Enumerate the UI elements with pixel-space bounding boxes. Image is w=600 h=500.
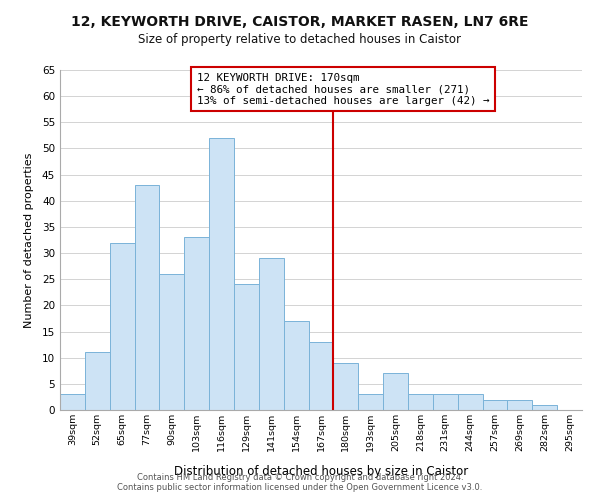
- Bar: [259, 258, 284, 410]
- Y-axis label: Number of detached properties: Number of detached properties: [23, 152, 34, 328]
- Bar: [234, 284, 259, 410]
- Bar: [482, 400, 508, 410]
- Bar: [308, 342, 334, 410]
- Bar: [284, 321, 308, 410]
- Bar: [458, 394, 482, 410]
- Bar: [508, 400, 532, 410]
- Bar: [334, 363, 358, 410]
- Bar: [134, 185, 160, 410]
- X-axis label: Distribution of detached houses by size in Caistor: Distribution of detached houses by size …: [174, 465, 468, 478]
- Bar: [184, 238, 209, 410]
- Bar: [383, 374, 408, 410]
- Text: 12, KEYWORTH DRIVE, CAISTOR, MARKET RASEN, LN7 6RE: 12, KEYWORTH DRIVE, CAISTOR, MARKET RASE…: [71, 15, 529, 29]
- Bar: [85, 352, 110, 410]
- Text: Size of property relative to detached houses in Caistor: Size of property relative to detached ho…: [139, 32, 461, 46]
- Bar: [433, 394, 458, 410]
- Bar: [110, 242, 134, 410]
- Bar: [160, 274, 184, 410]
- Bar: [532, 405, 557, 410]
- Text: 12 KEYWORTH DRIVE: 170sqm
← 86% of detached houses are smaller (271)
13% of semi: 12 KEYWORTH DRIVE: 170sqm ← 86% of detac…: [197, 72, 489, 106]
- Text: Contains HM Land Registry data © Crown copyright and database right 2024.
Contai: Contains HM Land Registry data © Crown c…: [118, 473, 482, 492]
- Bar: [408, 394, 433, 410]
- Bar: [358, 394, 383, 410]
- Bar: [209, 138, 234, 410]
- Bar: [60, 394, 85, 410]
